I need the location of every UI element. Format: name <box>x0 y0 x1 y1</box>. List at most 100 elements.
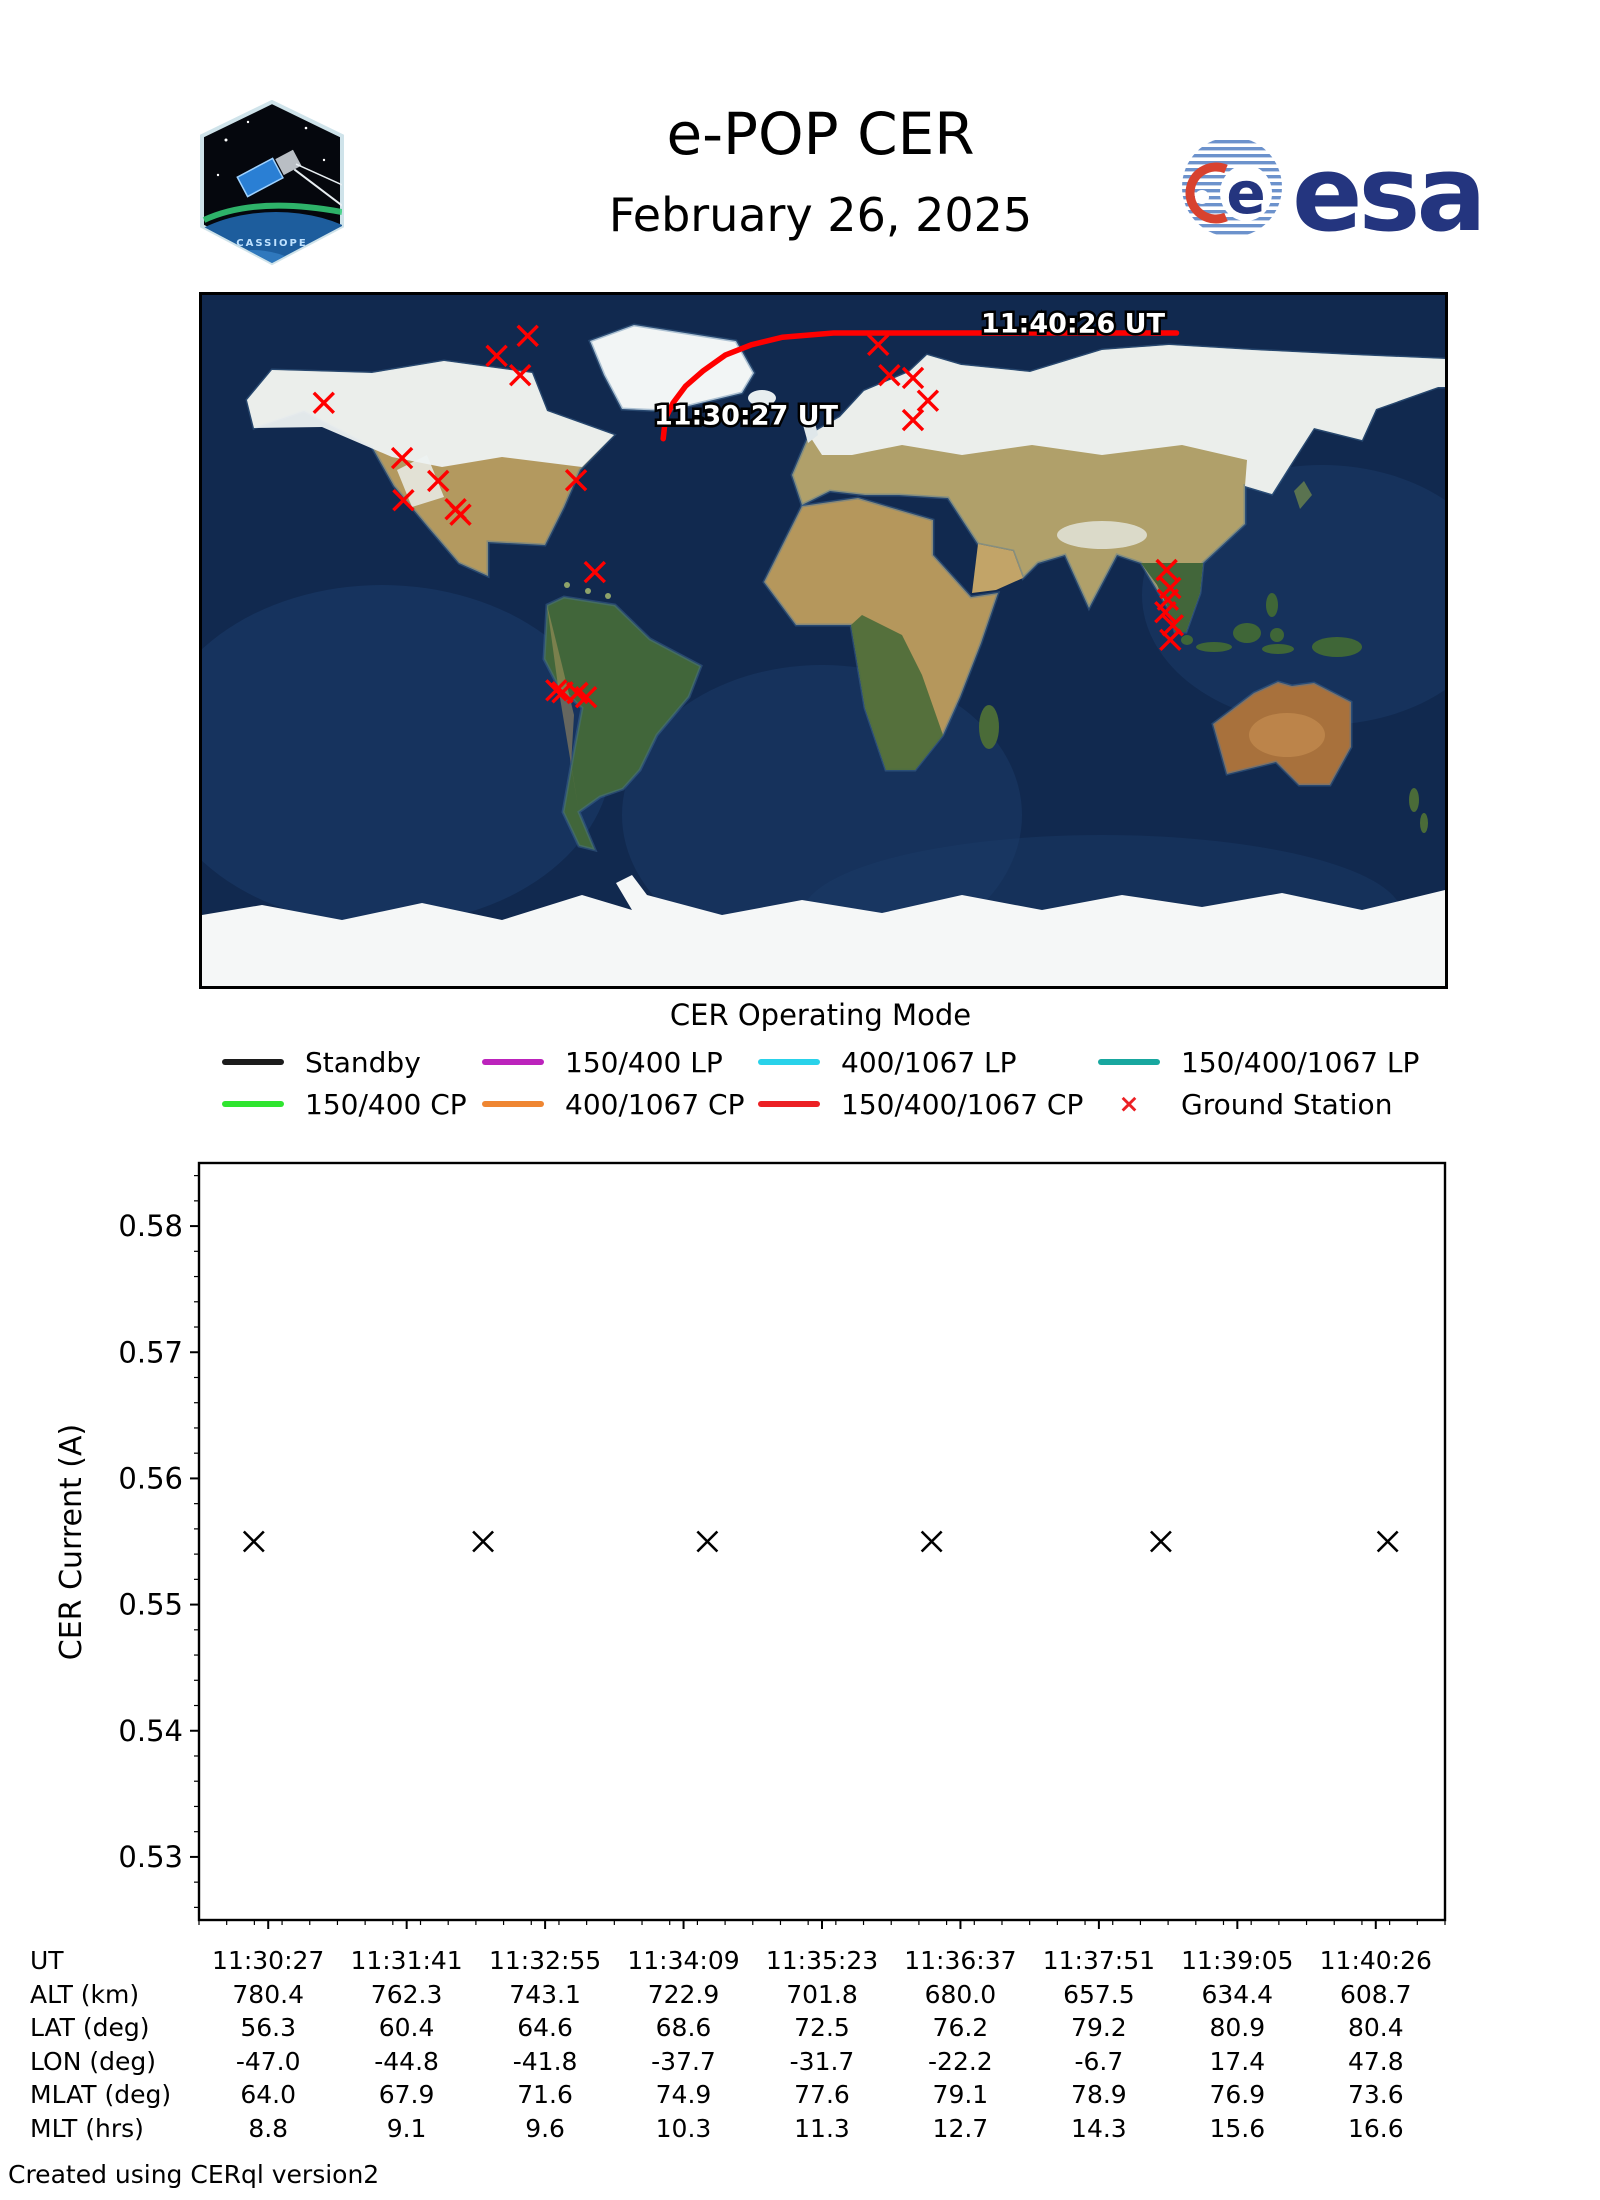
table-cell: 11:39:05 <box>1181 1946 1294 1975</box>
table-cell: -47.0 <box>235 2046 301 2076</box>
table-cell: 701.8 <box>786 1979 858 2009</box>
y-tick-label: 0.58 <box>118 1209 183 1243</box>
table-cell: 71.6 <box>517 2080 573 2110</box>
legend-label: 400/1067 LP <box>841 1045 1017 1079</box>
esa-globe-icon: e <box>1182 137 1282 237</box>
legend: Standby 150/400 LP 400/1067 LP 150/400/1067… <box>0 1044 1600 1134</box>
table-cell: 80.4 <box>1347 2013 1404 2043</box>
table-cell: 780.4 <box>232 1979 304 2009</box>
table-cell: 77.6 <box>794 2080 850 2110</box>
data-point-marker <box>1376 1530 1399 1553</box>
table-cell: 743.1 <box>509 1979 581 2009</box>
ground-station-marker <box>878 363 901 387</box>
table-cell: 11.3 <box>794 2114 850 2143</box>
patch-satellite <box>236 149 342 208</box>
ground-station-marker <box>508 363 532 387</box>
table-row-label: MLT (hrs) <box>30 2114 144 2143</box>
legend-line-swatch <box>482 1101 544 1107</box>
table-cell: 11:32:55 <box>488 1946 602 1975</box>
table-row: ALT (km) 780.4 762.3 743.1 722.9 701.8 680.0 65… <box>0 1980 1600 2014</box>
legend-label: 150/400 CP <box>305 1087 467 1121</box>
credit-text: Created using CERql version2 <box>8 2160 380 2189</box>
table-cell: -41.8 <box>512 2046 578 2076</box>
table-cell: 78.9 <box>1071 2080 1127 2110</box>
legend-item: 150/400 LP <box>482 1044 723 1080</box>
legend-label: 150/400 LP <box>565 1045 723 1079</box>
table-cell: 11:36:37 <box>904 1946 1017 1975</box>
data-point-marker <box>242 1530 265 1553</box>
ground-station-marker <box>449 503 472 526</box>
ground-station-marker <box>392 488 415 512</box>
track-end-time-label: 11:40:26 UT <box>981 309 1166 340</box>
table-row: MLT (hrs) 8.8 9.1 9.6 10.3 11.3 12.7 14.3 15.6 16… <box>0 2114 1600 2148</box>
table-cell: 79.2 <box>1071 2013 1127 2043</box>
esa-logo: e esa <box>1180 95 1520 255</box>
table-cell: 64.0 <box>240 2080 297 2110</box>
legend-item: 150/400/1067 LP <box>1098 1044 1419 1080</box>
ground-station-marker <box>312 391 336 415</box>
table-cell: 60.4 <box>378 2013 435 2043</box>
table-cell: 47.8 <box>1347 2046 1404 2076</box>
y-tick-label: 0.54 <box>118 1714 183 1748</box>
table-cell: 8.8 <box>248 2114 289 2143</box>
ground-station-marker <box>426 469 450 493</box>
legend-line-swatch <box>1098 1059 1160 1065</box>
table-cell: 76.9 <box>1209 2080 1266 2110</box>
ground-station-marker <box>1159 628 1182 652</box>
page-title: e-POP CER <box>666 100 975 168</box>
legend-line-swatch <box>758 1101 820 1107</box>
legend-item: 150/400 CP <box>222 1086 467 1122</box>
data-point-marker <box>472 1530 495 1553</box>
table-cell: 64.6 <box>517 2013 573 2043</box>
ground-station-marker <box>866 333 890 357</box>
table-cell: 762.3 <box>370 1979 443 2009</box>
table-cell: 11:35:23 <box>765 1946 879 1975</box>
y-tick-label: 0.53 <box>118 1840 183 1874</box>
table-cell: 72.5 <box>794 2013 850 2043</box>
ground-station-marker <box>901 366 925 390</box>
ground-station-marker <box>564 468 588 492</box>
table-cell: -31.7 <box>789 2046 855 2076</box>
ground-station-marker <box>545 679 568 702</box>
table-cell: 9.6 <box>525 2114 565 2143</box>
legend-line-swatch <box>222 1059 284 1065</box>
ground-station-marker <box>390 446 414 470</box>
legend-ground-station-icon: × <box>1118 1089 1140 1118</box>
legend-label: Standby <box>305 1045 421 1079</box>
table-cell: 657.5 <box>1063 1979 1135 2009</box>
table-cell: 722.9 <box>647 1979 720 2009</box>
table-cell: 634.4 <box>1201 1979 1274 2009</box>
table-cell: -22.2 <box>928 2046 993 2076</box>
data-point-marker <box>1149 1530 1172 1553</box>
data-point-marker <box>920 1530 943 1553</box>
table-cell: 14.3 <box>1071 2114 1127 2143</box>
y-tick-label: 0.55 <box>118 1588 183 1622</box>
svg-text:e: e <box>1226 159 1265 227</box>
table-row: LAT (deg) 56.3 60.4 64.6 68.6 72.5 76.2 79.2 80.… <box>0 2013 1600 2047</box>
legend-item: 400/1067 LP <box>758 1044 1017 1080</box>
cer-current-plot: 0.53 0.54 0.55 0.56 0.57 0.58 <box>118 1161 1447 1929</box>
table-row-label: ALT (km) <box>30 1979 140 2009</box>
table-cell: 79.1 <box>932 2080 989 2110</box>
legend-item: 150/400/1067 CP <box>758 1086 1083 1122</box>
table-row-label: LAT (deg) <box>30 2013 150 2043</box>
map-geography <box>202 295 1445 986</box>
table-cell: 80.9 <box>1209 2013 1266 2043</box>
legend-item: Standby <box>222 1044 421 1080</box>
legend-title: CER Operating Mode <box>669 998 972 1032</box>
table-cell: -6.7 <box>1074 2046 1124 2076</box>
ground-station-marker <box>583 560 607 584</box>
table-cell: 11:30:27 <box>212 1946 325 1975</box>
table-cell: -37.7 <box>651 2046 716 2076</box>
y-axis-label: CER Current (A) <box>54 1423 89 1661</box>
table-row: LON (deg) -47.0 -44.8 -41.8 -37.7 -31.7 -22.2 -… <box>0 2047 1600 2081</box>
ground-station-marker <box>901 408 925 432</box>
world-map: 11:30:27 UT 11:40:26 UT <box>199 292 1448 989</box>
legend-label: Ground Station <box>1181 1087 1393 1121</box>
table-row-label: LON (deg) <box>30 2046 156 2076</box>
track-start-time-label: 11:30:27 UT <box>654 401 839 432</box>
table-cell: 56.3 <box>240 2013 297 2043</box>
ground-station-marker <box>516 324 539 348</box>
cassiope-mission-patch: CASSIOPE <box>200 100 344 266</box>
